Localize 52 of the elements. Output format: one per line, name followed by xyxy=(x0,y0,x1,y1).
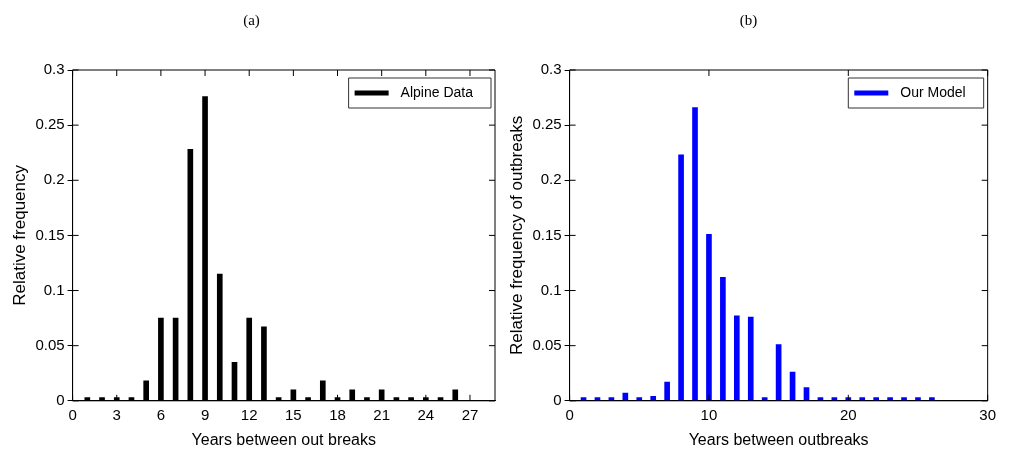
y-tick-label: 0.2 xyxy=(540,170,562,188)
bar xyxy=(664,381,670,401)
y-tick-label: 0.25 xyxy=(35,115,65,133)
y-tick-label: 0.1 xyxy=(43,280,65,298)
x-tick-label: 30 xyxy=(979,405,996,423)
x-tick-label: 15 xyxy=(285,405,302,423)
x-axis-title: Years between outbreaks xyxy=(688,430,869,448)
y-tick-label: 0.3 xyxy=(43,60,65,78)
x-tick-label: 24 xyxy=(417,405,435,423)
x-tick-label: 12 xyxy=(240,405,258,423)
y-tick-label: 0.25 xyxy=(532,115,562,133)
x-axis-title: Years between out breaks xyxy=(191,430,377,448)
y-axis-title: Relative frequency xyxy=(9,164,29,306)
bar xyxy=(733,315,740,401)
x-tick-label: 21 xyxy=(373,405,391,423)
x-tick-label: 3 xyxy=(112,405,121,423)
y-tick-label: 0.15 xyxy=(532,225,562,243)
bar xyxy=(636,397,643,401)
x-tick-label: 27 xyxy=(461,405,479,423)
bar xyxy=(706,233,712,401)
x-tick-label: 20 xyxy=(839,405,857,423)
bar xyxy=(650,396,657,401)
legend-label: Alpine Data xyxy=(400,83,474,100)
y-axis-title: Relative frequency of outbreaks xyxy=(506,115,526,355)
legend-label: Our Model xyxy=(900,83,966,100)
y-tick-label: 0.05 xyxy=(35,335,65,353)
x-tick-label: 0 xyxy=(68,405,77,423)
bar xyxy=(859,397,866,401)
x-tick-label: 6 xyxy=(156,405,166,423)
x-tick-label: 0 xyxy=(565,405,574,423)
x-tick-label: 10 xyxy=(700,405,718,423)
chart-title: (b) xyxy=(739,11,758,29)
y-tick-label: 0.15 xyxy=(35,225,65,243)
bar xyxy=(692,107,698,401)
y-tick-label: 0 xyxy=(56,390,65,408)
x-tick-label: 18 xyxy=(329,405,346,423)
chart-title: (a) xyxy=(243,11,260,29)
y-tick-label: 0.3 xyxy=(540,60,562,78)
y-tick-label: 0 xyxy=(553,390,562,408)
y-tick-label: 0.05 xyxy=(532,335,562,353)
bar xyxy=(747,316,754,401)
bar xyxy=(873,397,879,401)
y-tick-label: 0.1 xyxy=(540,280,562,298)
bar xyxy=(929,397,935,401)
bar xyxy=(720,276,726,401)
y-tick-label: 0.2 xyxy=(43,170,65,188)
bar xyxy=(915,397,921,401)
x-tick-label: 9 xyxy=(200,405,210,423)
bar xyxy=(678,154,684,401)
bar xyxy=(887,397,893,401)
bar xyxy=(761,397,768,401)
bar xyxy=(901,397,907,401)
